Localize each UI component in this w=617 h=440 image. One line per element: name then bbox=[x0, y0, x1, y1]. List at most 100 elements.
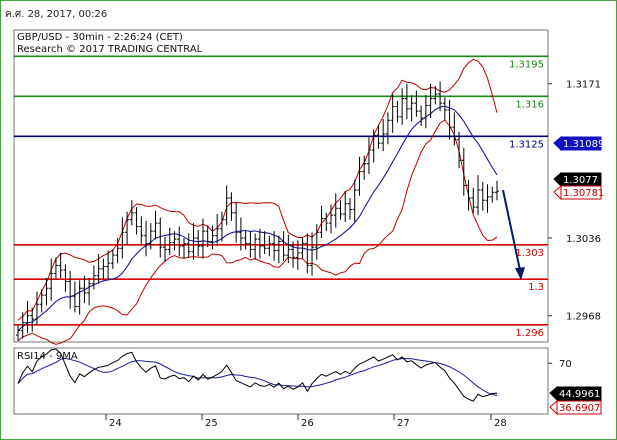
candle bbox=[110, 249, 115, 269]
price-panel: GBP/USD - 30min - 2:26:24 (CET) Research… bbox=[13, 29, 549, 345]
candle bbox=[404, 83, 409, 120]
price-tick-label-2: 1.2968 bbox=[566, 312, 601, 323]
upper-band-line bbox=[17, 58, 498, 321]
candle bbox=[177, 226, 182, 257]
candle bbox=[158, 217, 163, 258]
candle bbox=[53, 257, 58, 280]
candle bbox=[129, 200, 134, 226]
candle bbox=[144, 220, 149, 257]
candle bbox=[442, 97, 447, 121]
candle bbox=[229, 192, 234, 221]
candle bbox=[495, 180, 499, 201]
chart-title: GBP/USD - 30min - 2:26:24 (CET) bbox=[17, 32, 183, 43]
candle bbox=[310, 232, 315, 276]
candle bbox=[91, 265, 96, 290]
candle bbox=[352, 179, 357, 222]
price-tag-label-2: 1.30781 bbox=[563, 188, 604, 199]
candle bbox=[371, 129, 376, 163]
candle bbox=[314, 224, 319, 260]
forecast-arrow-group bbox=[502, 189, 525, 281]
candle bbox=[333, 193, 338, 228]
candle bbox=[115, 238, 120, 264]
candle bbox=[238, 217, 243, 251]
candle bbox=[267, 235, 272, 257]
candle bbox=[148, 223, 153, 250]
candle bbox=[281, 231, 286, 261]
candle bbox=[291, 241, 296, 268]
price-tag-pointer-2 bbox=[553, 184, 562, 201]
candle bbox=[77, 280, 82, 315]
candle bbox=[243, 230, 248, 250]
candle bbox=[68, 271, 73, 309]
candle bbox=[72, 281, 77, 313]
candle bbox=[224, 185, 229, 226]
candle bbox=[329, 204, 334, 234]
bands-group bbox=[17, 58, 498, 345]
price-tags: 1.31089 1.3077 1.30781 bbox=[553, 135, 604, 201]
candle bbox=[196, 230, 201, 257]
lower-band-line bbox=[17, 119, 498, 345]
candle bbox=[419, 105, 424, 126]
candle bbox=[286, 234, 291, 264]
candle bbox=[106, 250, 111, 280]
candle bbox=[466, 179, 471, 211]
candle bbox=[485, 184, 490, 213]
candle bbox=[191, 223, 196, 260]
time-tick-label-2: 26 bbox=[301, 418, 314, 429]
candle bbox=[490, 186, 495, 203]
candle bbox=[438, 81, 443, 112]
price-tick-label-1: 1.3036 bbox=[566, 234, 601, 245]
candles-group bbox=[16, 81, 499, 341]
candle bbox=[34, 291, 39, 325]
candle bbox=[167, 227, 172, 256]
candle bbox=[447, 99, 452, 140]
candle bbox=[163, 236, 168, 262]
time-tick-label-0: 24 bbox=[109, 418, 122, 429]
candle bbox=[338, 200, 343, 220]
candle bbox=[44, 278, 49, 306]
candle bbox=[58, 252, 63, 278]
candle bbox=[262, 231, 267, 254]
level-label-5: 1.296 bbox=[515, 328, 544, 339]
price-tag-pointer-0 bbox=[553, 135, 562, 152]
candle bbox=[300, 238, 305, 259]
candle bbox=[234, 202, 239, 243]
candle bbox=[390, 94, 395, 133]
candle bbox=[461, 147, 466, 196]
candle bbox=[219, 211, 224, 242]
time-axis: 24 25 26 27 28 bbox=[105, 414, 507, 429]
datestamp: ค.ศ. 28, 2017, 00:26 bbox=[5, 9, 108, 20]
candle bbox=[82, 275, 87, 304]
candle bbox=[457, 131, 462, 169]
level-label-3: 1.303 bbox=[515, 248, 544, 259]
rsi-panel-box bbox=[13, 347, 549, 415]
candle bbox=[215, 214, 220, 246]
level-label-4: 1.3 bbox=[528, 282, 544, 293]
candle bbox=[63, 264, 68, 292]
candle bbox=[253, 233, 258, 260]
candle bbox=[139, 216, 144, 246]
price-tag-label-0: 1.31089 bbox=[563, 139, 604, 150]
rsi-tick-label-0: 70 bbox=[559, 359, 572, 370]
candle bbox=[120, 217, 125, 259]
time-tick-label-4: 28 bbox=[494, 418, 507, 429]
candle bbox=[319, 206, 324, 238]
candle bbox=[25, 300, 30, 333]
level-label-1: 1.316 bbox=[515, 99, 544, 110]
candle bbox=[87, 278, 92, 306]
candle bbox=[471, 187, 476, 213]
candle bbox=[324, 212, 329, 232]
candle bbox=[433, 86, 438, 105]
levels-group: 1.3195 1.316 1.3125 1.303 1.3 1.296 bbox=[14, 55, 548, 339]
candle bbox=[366, 137, 371, 174]
candle bbox=[414, 90, 419, 117]
candle bbox=[49, 258, 54, 301]
candle bbox=[186, 233, 191, 258]
candle bbox=[96, 254, 101, 284]
candle bbox=[30, 307, 35, 332]
candle bbox=[347, 198, 352, 220]
candle bbox=[200, 218, 205, 259]
candle bbox=[295, 240, 300, 270]
candle bbox=[276, 235, 281, 264]
